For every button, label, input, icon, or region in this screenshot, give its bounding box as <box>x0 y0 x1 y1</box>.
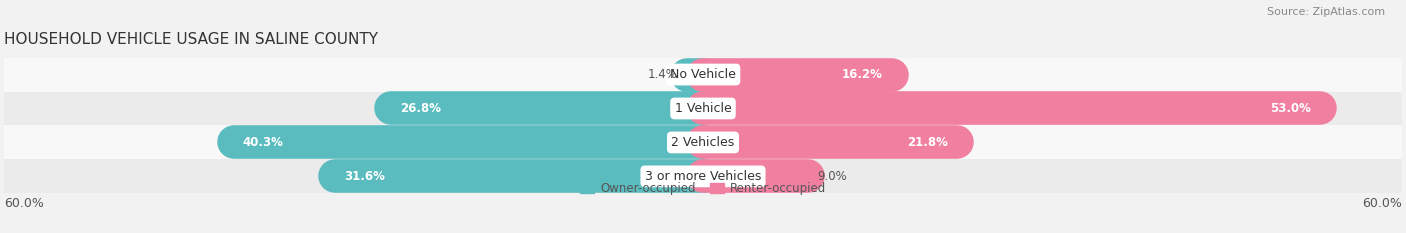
FancyBboxPatch shape <box>4 125 1402 159</box>
FancyBboxPatch shape <box>4 159 1402 193</box>
Text: 60.0%: 60.0% <box>1362 197 1402 210</box>
Text: No Vehicle: No Vehicle <box>671 68 735 81</box>
FancyBboxPatch shape <box>4 92 1402 125</box>
Text: 16.2%: 16.2% <box>842 68 883 81</box>
Legend: Owner-occupied, Renter-occupied: Owner-occupied, Renter-occupied <box>579 182 827 195</box>
Text: 9.0%: 9.0% <box>817 170 846 183</box>
Text: HOUSEHOLD VEHICLE USAGE IN SALINE COUNTY: HOUSEHOLD VEHICLE USAGE IN SALINE COUNTY <box>4 32 378 47</box>
Text: 3 or more Vehicles: 3 or more Vehicles <box>645 170 761 183</box>
Text: 1 Vehicle: 1 Vehicle <box>675 102 731 115</box>
Text: 31.6%: 31.6% <box>344 170 385 183</box>
Text: 60.0%: 60.0% <box>4 197 44 210</box>
Text: 53.0%: 53.0% <box>1270 102 1310 115</box>
Text: 1.4%: 1.4% <box>648 68 678 81</box>
Text: Source: ZipAtlas.com: Source: ZipAtlas.com <box>1267 7 1385 17</box>
Text: 26.8%: 26.8% <box>401 102 441 115</box>
Text: 2 Vehicles: 2 Vehicles <box>672 136 734 149</box>
Text: 40.3%: 40.3% <box>243 136 284 149</box>
Text: 21.8%: 21.8% <box>907 136 948 149</box>
FancyBboxPatch shape <box>4 58 1402 92</box>
